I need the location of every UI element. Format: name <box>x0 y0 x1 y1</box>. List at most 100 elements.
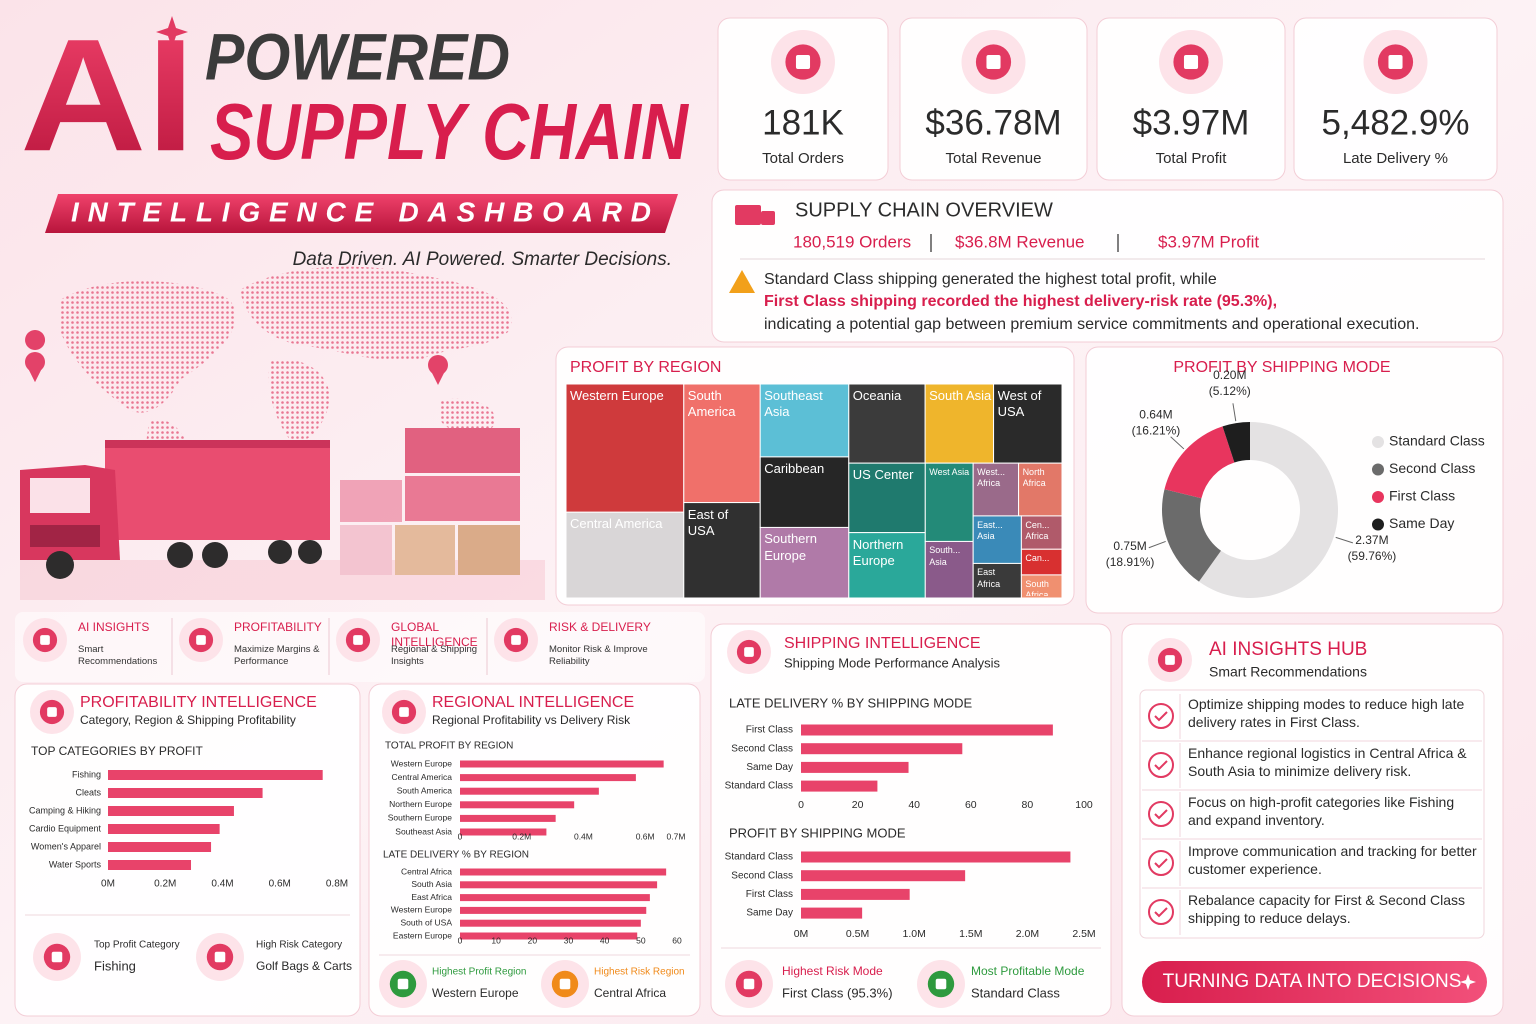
chart-title: LATE DELIVERY % BY REGION <box>383 850 529 861</box>
map-continent <box>440 398 496 435</box>
icon-detail <box>743 978 755 990</box>
donut-slice <box>1198 422 1338 598</box>
overview-line: indicating a potential gap between premi… <box>764 316 1419 333</box>
treemap-cell <box>759 383 850 458</box>
trailer <box>105 440 330 540</box>
illustration <box>20 266 545 600</box>
treemap-label-box: East of USA <box>687 506 729 538</box>
treemap-label-box: Caribbean <box>764 460 825 476</box>
map-continent <box>268 359 330 443</box>
card <box>710 623 1112 1017</box>
overview-line: Standard Class shipping generated the hi… <box>764 271 1217 288</box>
callout-label: High Risk Category <box>256 940 342 951</box>
treemap-label: Caribbean <box>764 460 825 476</box>
hub-item-box: Improve communication and tracking for b… <box>1188 843 1477 877</box>
icon-detail <box>399 707 409 717</box>
bar <box>460 881 658 889</box>
category-label: Southeast Asia <box>395 826 452 836</box>
treemap-label: Oceania <box>852 388 902 403</box>
bar <box>460 801 575 809</box>
x-tick-label: 0 <box>458 935 463 945</box>
callout-value: Western Europe <box>432 986 519 1000</box>
callout-label: Most Profitable Mode <box>971 964 1085 978</box>
bar <box>108 824 220 834</box>
category-label: First Class <box>746 725 793 736</box>
panel-subtitle: Category, Region & Shipping Profitabilit… <box>80 713 296 727</box>
treemap-label: North Africa <box>1022 467 1046 489</box>
x-tick-label: 0.4M <box>211 879 233 890</box>
category-label: Standard Class <box>725 781 793 792</box>
treemap-label-box: South America <box>688 388 736 419</box>
category-label: Camping & Hiking <box>29 805 101 815</box>
treemap-label: West Asia <box>929 467 970 478</box>
percent-label: (59.76%) <box>1348 549 1397 563</box>
kpi-label: Total Revenue <box>946 150 1042 167</box>
icon-detail <box>196 635 206 645</box>
chart-title: PROFIT BY SHIPPING MODE <box>1173 359 1390 376</box>
treemap-cell <box>1018 462 1063 517</box>
treemap-label-box: East Africa <box>977 567 1000 588</box>
bar <box>460 828 547 836</box>
callout-value: Central Africa <box>594 986 666 1000</box>
check-mark <box>1154 858 1168 869</box>
hub-item: Rebalance capacity for First & Second Cl… <box>1188 892 1466 926</box>
panel-subtitle: Shipping Mode Performance Analysis <box>784 655 1001 670</box>
icon-detail <box>214 951 226 963</box>
treemap-label: South... Asia <box>929 545 961 567</box>
box <box>458 525 520 575</box>
treemap-cell <box>993 383 1063 464</box>
treemap-label: Southern Europe <box>764 531 817 563</box>
panel-title: SHIPPING INTELLIGENCE <box>784 635 981 652</box>
treemap-cell <box>759 526 850 599</box>
category-label: Second Class <box>731 870 793 881</box>
map-continent <box>240 266 512 362</box>
icon-detail <box>1388 54 1403 70</box>
icon-detail <box>935 978 947 990</box>
check-icon <box>1148 899 1174 925</box>
treemap-label-box: South Africa <box>1025 579 1049 596</box>
wheel <box>167 542 193 568</box>
legend-label: First Class <box>1389 488 1455 504</box>
hub-item-box: Enhance regional logistics in Central Af… <box>1188 745 1467 779</box>
bar <box>460 906 647 914</box>
kpi-value: $3.97M <box>1133 103 1250 142</box>
treemap-label-box: Central America <box>570 516 662 531</box>
bar <box>108 842 212 852</box>
x-tick-label: 60 <box>672 935 682 945</box>
map-continent <box>60 281 236 413</box>
treemap-cell <box>683 502 761 599</box>
feature-subtitle-box: Smart Recommendations <box>78 644 157 667</box>
wheel <box>46 551 74 579</box>
chart-title: PROFIT BY SHIPPING MODE <box>729 825 906 840</box>
treemap-cell <box>565 383 685 513</box>
kpi-label: Late Delivery % <box>1343 150 1448 167</box>
treemap-label-box: Cen... Africa <box>1025 520 1049 541</box>
bar <box>460 894 650 902</box>
percent-label: (16.21%) <box>1132 423 1181 437</box>
treemap-cell <box>924 540 974 599</box>
x-tick-label: 100 <box>1075 799 1093 811</box>
category-label: South Asia <box>411 879 452 889</box>
feature-subtitle-box: Maximize Margins & Performance <box>234 644 320 667</box>
category-label: Same Day <box>746 908 793 919</box>
banner <box>45 194 678 233</box>
callout-value: Standard Class <box>971 985 1060 1000</box>
category-label: Fishing <box>72 769 101 779</box>
bar <box>108 770 323 780</box>
category-label: Western Europe <box>391 758 453 768</box>
treemap-label-box: US Center <box>853 467 914 482</box>
percent-label: (18.91%) <box>1106 555 1155 569</box>
treemap-label-box: Northern Europe <box>853 537 904 568</box>
legend-swatch <box>1372 463 1384 476</box>
icon-detail <box>353 635 363 645</box>
bar <box>460 919 641 927</box>
icon-detail <box>397 978 409 990</box>
feature-title-box: PROFITABILITY <box>234 620 322 634</box>
treemap-label: East... Asia <box>977 519 1003 542</box>
treemap-label: East of USA <box>687 506 729 538</box>
card <box>711 189 1504 343</box>
kpi-label: Total Profit <box>1156 150 1228 167</box>
donut-slice <box>1222 422 1250 463</box>
